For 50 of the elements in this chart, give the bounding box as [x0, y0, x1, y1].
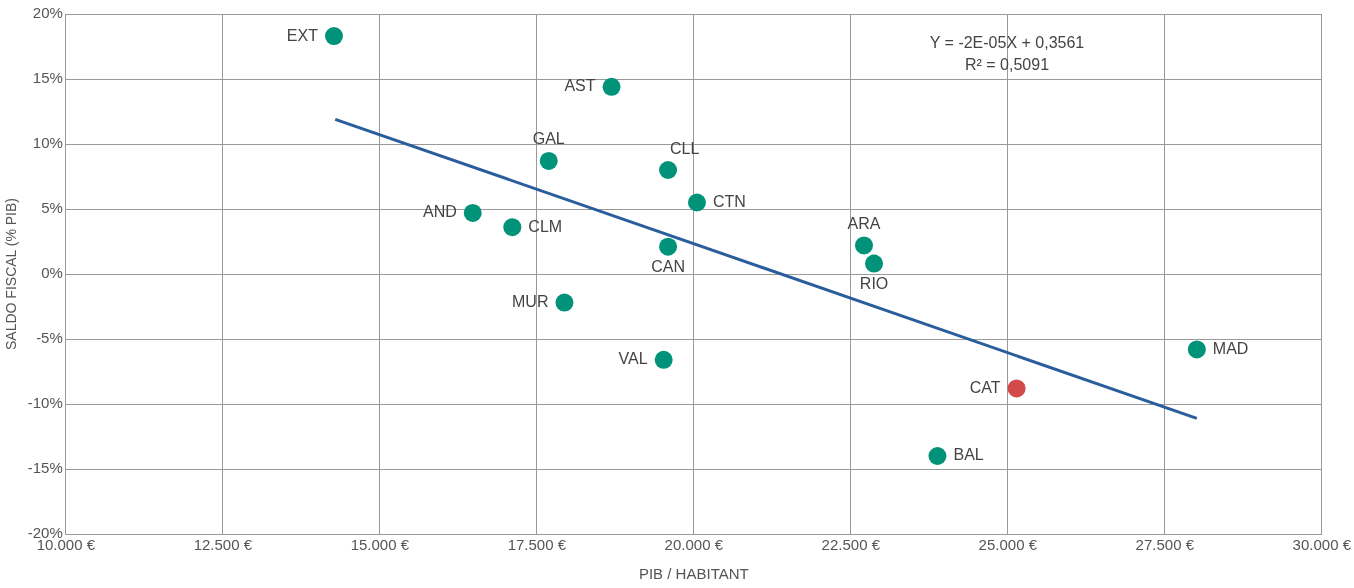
point [602, 77, 621, 96]
annotation: Y = -2E-05X + 0,3561 [929, 34, 1085, 52]
point [687, 193, 706, 212]
y-tick-label: -15% [27, 459, 63, 477]
annotation: EXT [286, 26, 319, 44]
point [855, 236, 873, 255]
annotation: AND [422, 203, 457, 221]
annotation: MUR [512, 293, 549, 311]
point [324, 27, 343, 46]
y-axis-title: SALDO FISCAL (% PIB) [3, 198, 20, 350]
x-tick-label: 17.500 € [507, 536, 567, 554]
annotation: MAD [1212, 339, 1249, 357]
y-tick-label: 20% [32, 4, 63, 22]
x-tick-label: 15.000 € [350, 536, 410, 554]
annotation: CAN [651, 258, 685, 276]
x-tick-label: 25.000 € [978, 536, 1038, 554]
y-tick-label: 15% [32, 69, 63, 87]
annotation: ARA [847, 214, 881, 232]
annotation: VAL [618, 350, 648, 368]
x-tick-label: 20.000 € [664, 536, 724, 554]
point [539, 151, 558, 170]
point [659, 161, 678, 179]
annotation: BAL [953, 446, 984, 464]
y-tick-label: -10% [27, 394, 63, 412]
annotation: CLM [528, 217, 563, 235]
annotation: RIO [859, 275, 889, 293]
annotation: AST [564, 77, 596, 95]
annotation: GAL [532, 130, 565, 148]
x-tick-label: 30.000 € [1292, 536, 1352, 554]
annotation: CAT [969, 378, 1001, 396]
x-tick-label: 12.500 € [193, 536, 253, 554]
y-tick-label: 10% [32, 134, 63, 152]
x-tick-label: 22.500 € [821, 536, 881, 554]
x-tick-label: 27.500 € [1135, 536, 1195, 554]
point [654, 350, 673, 369]
point [659, 237, 678, 256]
point [928, 447, 947, 465]
point [463, 203, 482, 222]
point [1007, 379, 1026, 398]
point [503, 218, 522, 237]
annotation: CLL [670, 140, 700, 158]
annotation: CTN [712, 192, 746, 210]
y-tick-label: -5% [36, 329, 63, 347]
y-tick-label: 5% [41, 199, 63, 217]
point [865, 254, 884, 273]
annotation: R² = 0,5091 [964, 56, 1050, 74]
point [555, 293, 574, 312]
y-tick-label: 0% [41, 264, 63, 282]
x-axis-title: PIB / HABITANT [638, 565, 749, 583]
point [1187, 340, 1206, 359]
